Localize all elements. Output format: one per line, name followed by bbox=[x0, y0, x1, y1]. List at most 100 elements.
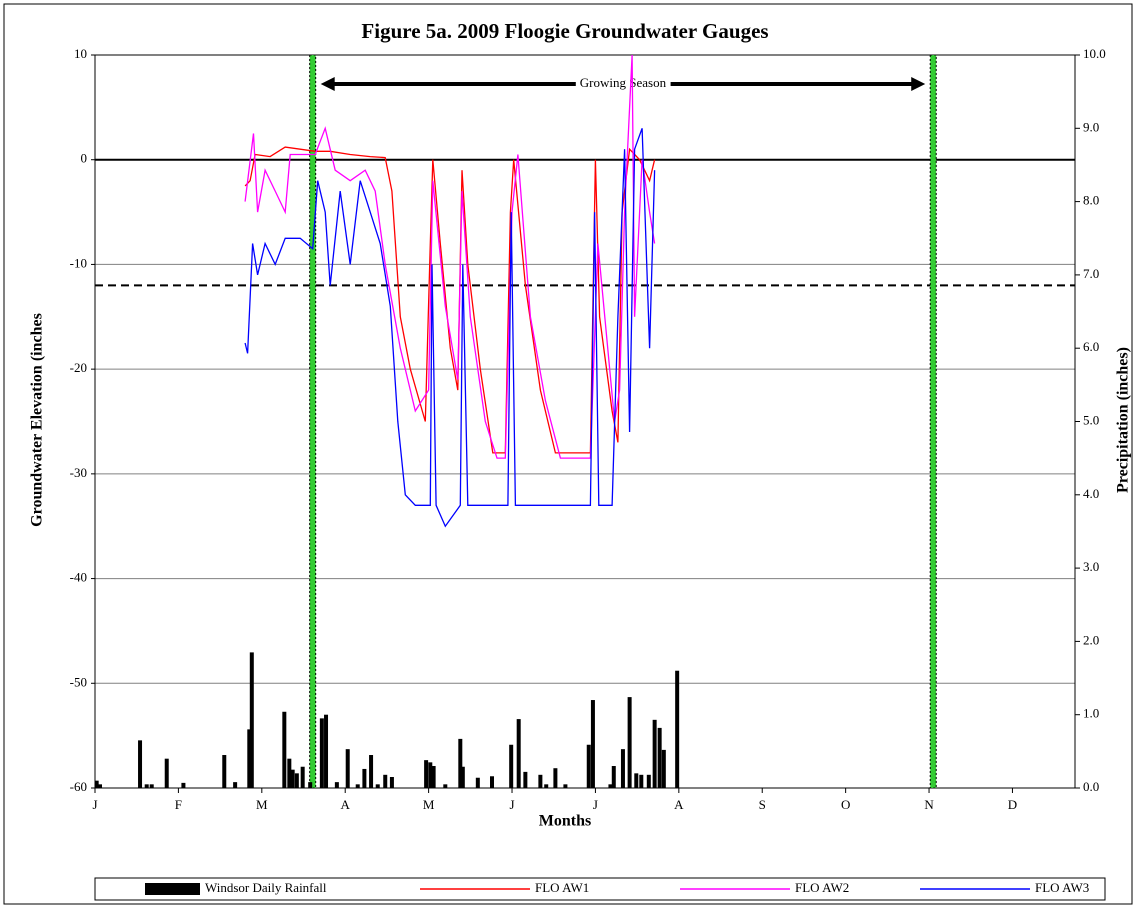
rain-bar bbox=[424, 760, 429, 788]
x-tick-label: J bbox=[509, 797, 514, 812]
x-tick-label: F bbox=[175, 797, 182, 812]
rain-bar bbox=[620, 749, 625, 788]
plot-frame bbox=[94, 54, 1076, 789]
rain-bar bbox=[509, 744, 514, 788]
legend-label: FLO AW2 bbox=[795, 880, 849, 895]
y-tick-label: -50 bbox=[70, 674, 87, 689]
legend-label: FLO AW3 bbox=[1035, 880, 1089, 895]
growing-season-line bbox=[929, 54, 937, 789]
y2-axis-title: Precipitation (inches) bbox=[1115, 347, 1132, 493]
rain-bar bbox=[181, 782, 186, 788]
annotation: Growing Season bbox=[580, 75, 667, 90]
y2-tick-label: 10.0 bbox=[1083, 46, 1106, 61]
rain-bar bbox=[294, 773, 299, 788]
rain-bar bbox=[431, 766, 436, 788]
gauge-line bbox=[244, 128, 656, 528]
y-tick-label: -10 bbox=[70, 255, 87, 270]
x-tick-label: S bbox=[759, 797, 766, 812]
y-tick-label: 10 bbox=[74, 46, 87, 61]
rain-bar bbox=[586, 744, 591, 788]
rain-bar bbox=[611, 766, 616, 788]
rain-bar bbox=[553, 768, 558, 788]
arrow-head bbox=[911, 77, 926, 91]
rain-bar bbox=[627, 697, 632, 788]
rain-bar bbox=[544, 784, 549, 788]
y2-tick-label: 2.0 bbox=[1083, 632, 1099, 647]
y2-tick-label: 4.0 bbox=[1083, 486, 1099, 501]
rain-bar bbox=[287, 758, 292, 788]
rain-bar bbox=[389, 777, 394, 788]
y-tick-label: 0 bbox=[81, 151, 88, 166]
y2-tick-label: 7.0 bbox=[1083, 266, 1099, 281]
rain-bar bbox=[144, 784, 149, 788]
rain-bar bbox=[334, 782, 339, 788]
x-tick-label: N bbox=[924, 797, 934, 812]
arrow-head bbox=[320, 77, 335, 91]
rain-bar bbox=[282, 711, 287, 788]
rain-bar bbox=[247, 729, 252, 788]
rain-bar bbox=[675, 670, 680, 788]
y-tick-label: -30 bbox=[70, 465, 87, 480]
x-tick-label: A bbox=[674, 797, 684, 812]
rain-bar bbox=[233, 782, 238, 788]
y-tick-label: -40 bbox=[70, 570, 87, 585]
rain-bar bbox=[222, 755, 227, 788]
rain-bar bbox=[490, 776, 495, 788]
y2-tick-label: 1.0 bbox=[1083, 706, 1099, 721]
y2-tick-label: 6.0 bbox=[1083, 339, 1099, 354]
legend-label: Windsor Daily Rainfall bbox=[205, 880, 327, 895]
rain-bar bbox=[475, 777, 480, 788]
rain-bar bbox=[324, 714, 329, 788]
rain-bar bbox=[563, 784, 568, 788]
x-axis-title: Months bbox=[539, 813, 591, 830]
rain-bar bbox=[308, 782, 313, 788]
legend-swatch bbox=[145, 883, 200, 895]
rain-bar bbox=[608, 784, 613, 788]
rain-bar bbox=[164, 758, 169, 788]
rain-bar bbox=[460, 766, 465, 788]
rain-bar bbox=[657, 727, 662, 788]
rain-bar bbox=[362, 768, 367, 788]
rain-bar bbox=[345, 749, 350, 788]
legend-label: FLO AW1 bbox=[535, 880, 589, 895]
rain-bar bbox=[149, 784, 154, 788]
rain-bar bbox=[634, 773, 639, 788]
x-tick-label: J bbox=[92, 797, 97, 812]
gauge-line bbox=[244, 54, 656, 459]
rain-bar bbox=[443, 784, 448, 788]
rain-bar bbox=[355, 784, 360, 788]
rain-bar bbox=[319, 718, 324, 788]
rain-bar bbox=[383, 774, 388, 788]
rain-bar bbox=[646, 774, 651, 788]
growing-season-line bbox=[309, 54, 317, 789]
rain-bar bbox=[375, 784, 380, 788]
rain-bar bbox=[290, 769, 295, 788]
rain-bar bbox=[249, 652, 254, 788]
rain-bar bbox=[639, 774, 644, 788]
rain-bar bbox=[369, 755, 374, 788]
rain-bar bbox=[590, 700, 595, 788]
rain-bar bbox=[516, 719, 521, 788]
rain-bar bbox=[94, 780, 99, 788]
rain-bar bbox=[98, 784, 103, 788]
rain-bar bbox=[652, 719, 657, 788]
x-tick-label: O bbox=[841, 797, 850, 812]
y-tick-label: -20 bbox=[70, 360, 87, 375]
legend-box bbox=[94, 877, 1106, 901]
annotation-bg bbox=[575, 73, 671, 91]
y-axis-title: Groundwater Elevation (inches bbox=[29, 313, 46, 527]
x-tick-label: A bbox=[341, 797, 351, 812]
chart-border bbox=[3, 3, 1133, 905]
rain-bar bbox=[300, 766, 305, 788]
y2-tick-label: 9.0 bbox=[1083, 119, 1099, 134]
rain-bar bbox=[523, 771, 528, 788]
x-tick-label: M bbox=[256, 797, 268, 812]
y-tick-label: -60 bbox=[70, 779, 87, 794]
rain-bar bbox=[458, 738, 463, 788]
x-tick-label: J bbox=[593, 797, 598, 812]
y2-tick-label: 5.0 bbox=[1083, 412, 1099, 427]
chart-title: Figure 5a. 2009 Floogie Groundwater Gaug… bbox=[361, 19, 768, 43]
rain-bar bbox=[661, 749, 666, 788]
rain-bar bbox=[138, 740, 143, 788]
